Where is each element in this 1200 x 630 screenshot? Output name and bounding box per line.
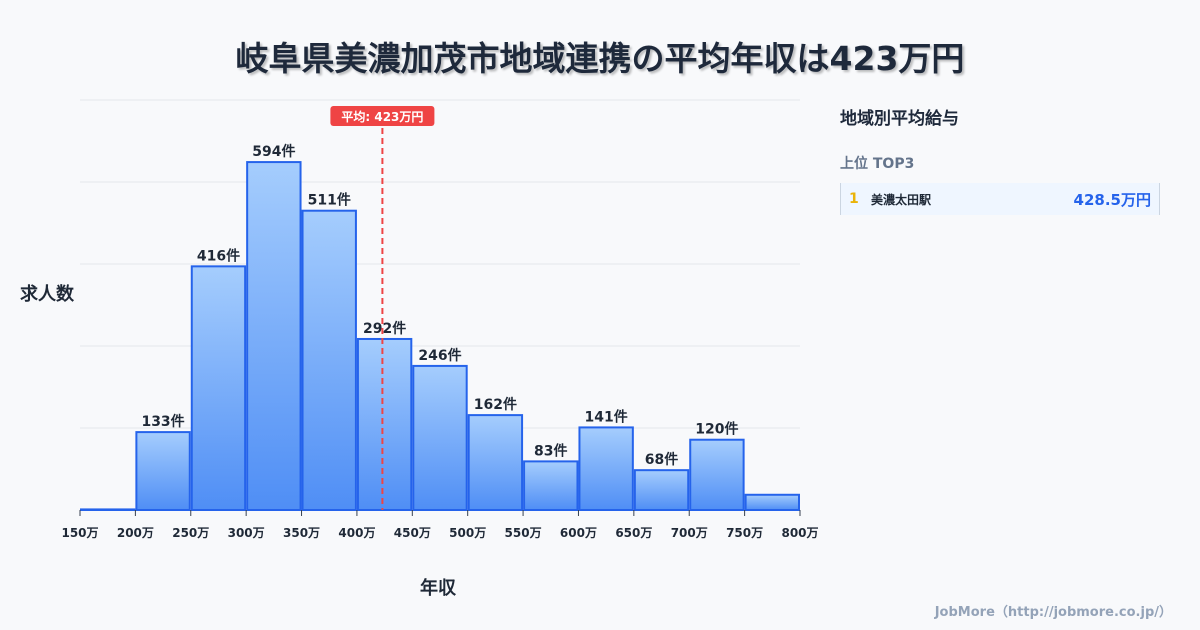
bar-value-label: 246件 bbox=[418, 347, 461, 364]
chart-title: 岐阜県美濃加茂市地域連携の平均年収は423万円 bbox=[235, 39, 965, 78]
area-name: 美濃太田駅 bbox=[871, 192, 932, 207]
area-salary: 428.5万円 bbox=[1073, 190, 1151, 209]
histogram-bar bbox=[190, 265, 247, 512]
histogram-bar bbox=[689, 438, 745, 512]
x-tick-label: 450万 bbox=[394, 526, 431, 540]
x-tick-label: 550万 bbox=[505, 526, 542, 540]
bar-value-label: 292件 bbox=[363, 320, 406, 337]
x-tick-label: 250万 bbox=[172, 526, 209, 540]
x-tick-label: 350万 bbox=[283, 526, 320, 540]
x-tick-label: 150万 bbox=[61, 526, 98, 540]
bar-value-label: 83件 bbox=[534, 442, 567, 459]
histogram-bar bbox=[135, 431, 191, 512]
bar-value-label: 120件 bbox=[695, 421, 738, 438]
mean-badge bbox=[330, 106, 435, 126]
bar-value-label: 141件 bbox=[585, 408, 628, 425]
mean-label: 平均: 423万円 bbox=[341, 109, 423, 124]
x-tick-label: 200万 bbox=[117, 526, 154, 540]
bar-value-label: 162件 bbox=[474, 396, 517, 413]
x-tick-label: 600万 bbox=[560, 526, 597, 540]
y-axis-label: 求人数 bbox=[20, 284, 74, 305]
x-tick-label: 650万 bbox=[615, 526, 652, 540]
bar-value-label: 133件 bbox=[141, 413, 184, 430]
histogram-bar bbox=[412, 364, 468, 511]
histogram-bar bbox=[301, 209, 357, 511]
bar-value-label: 68件 bbox=[645, 451, 678, 468]
bar-value-label: 594件 bbox=[252, 143, 295, 160]
histogram-bar bbox=[246, 161, 302, 511]
x-axis-label: 年収 bbox=[420, 578, 456, 599]
histogram-bar bbox=[467, 414, 524, 511]
bar-value-label: 416件 bbox=[197, 247, 240, 264]
histogram: 133件 416件 594件 511件 292件 246件 162件 83件 141件 68件 12… bbox=[61, 99, 819, 540]
x-tick-label: 400万 bbox=[338, 526, 375, 540]
ranking-item: 1 美濃太田駅 428.5万円 bbox=[840, 183, 1160, 215]
footer-credit: JobMore（http://jobmore.co.jp/） bbox=[934, 605, 1172, 620]
bar-value-label: 511件 bbox=[308, 192, 351, 209]
x-tick-label: 700万 bbox=[671, 526, 708, 540]
x-tick-label: 750万 bbox=[726, 526, 763, 540]
histogram-bar bbox=[744, 493, 800, 511]
histogram-bar bbox=[80, 508, 136, 511]
histogram-bar bbox=[356, 337, 413, 511]
panel-title: 地域別平均給与 bbox=[840, 109, 959, 129]
x-tick-label: 800万 bbox=[781, 526, 818, 540]
x-tick-label: 500万 bbox=[449, 526, 486, 540]
panel-subtitle: 上位 TOP3 bbox=[840, 156, 915, 172]
x-tick-label: 300万 bbox=[228, 526, 265, 540]
regional-salary-panel: 地域別平均給与 上位 TOP3 1 美濃太田駅 428.5万円 bbox=[840, 104, 1160, 215]
rank-number: 1 bbox=[849, 191, 859, 207]
histogram-bar bbox=[523, 460, 579, 511]
histogram-bar bbox=[578, 426, 634, 511]
histogram-bar bbox=[633, 469, 690, 511]
